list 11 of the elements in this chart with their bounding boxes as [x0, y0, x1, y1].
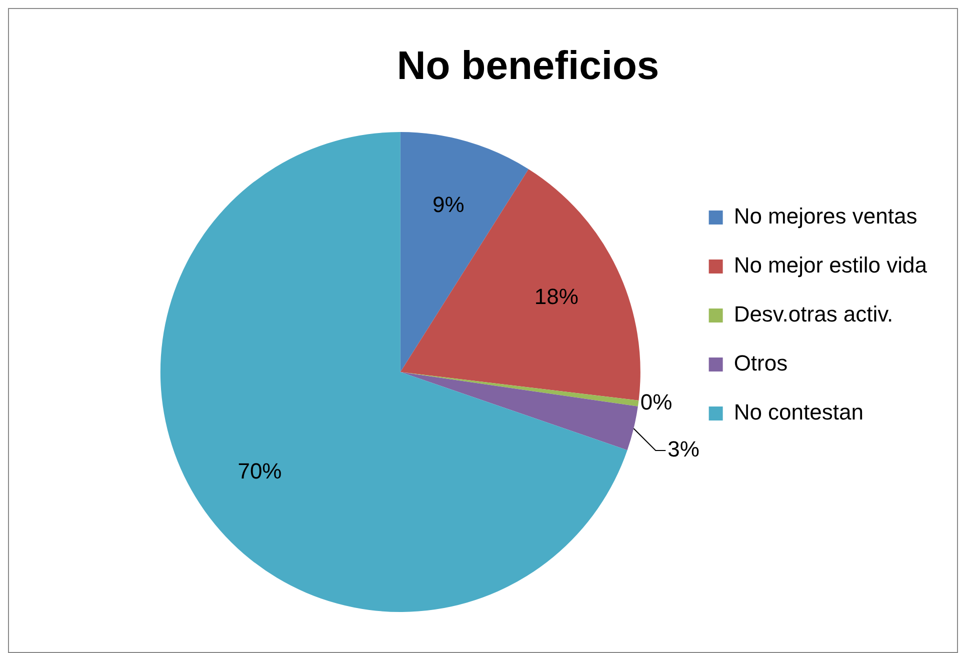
legend-label: No mejores ventas: [734, 204, 918, 229]
data-label: 0%: [640, 390, 672, 415]
legend-label: Desv.otras activ.: [734, 302, 894, 327]
data-label: 3%: [668, 436, 700, 462]
chart-title: No beneficios: [396, 44, 660, 88]
data-label: 18%: [534, 284, 578, 309]
legend-label: No contestan: [734, 400, 864, 425]
data-label: 70%: [238, 458, 282, 484]
data-label: 9%: [432, 192, 464, 218]
legend-label: Otros: [734, 350, 788, 376]
legend-label: No mejor estilo vida: [734, 252, 928, 278]
